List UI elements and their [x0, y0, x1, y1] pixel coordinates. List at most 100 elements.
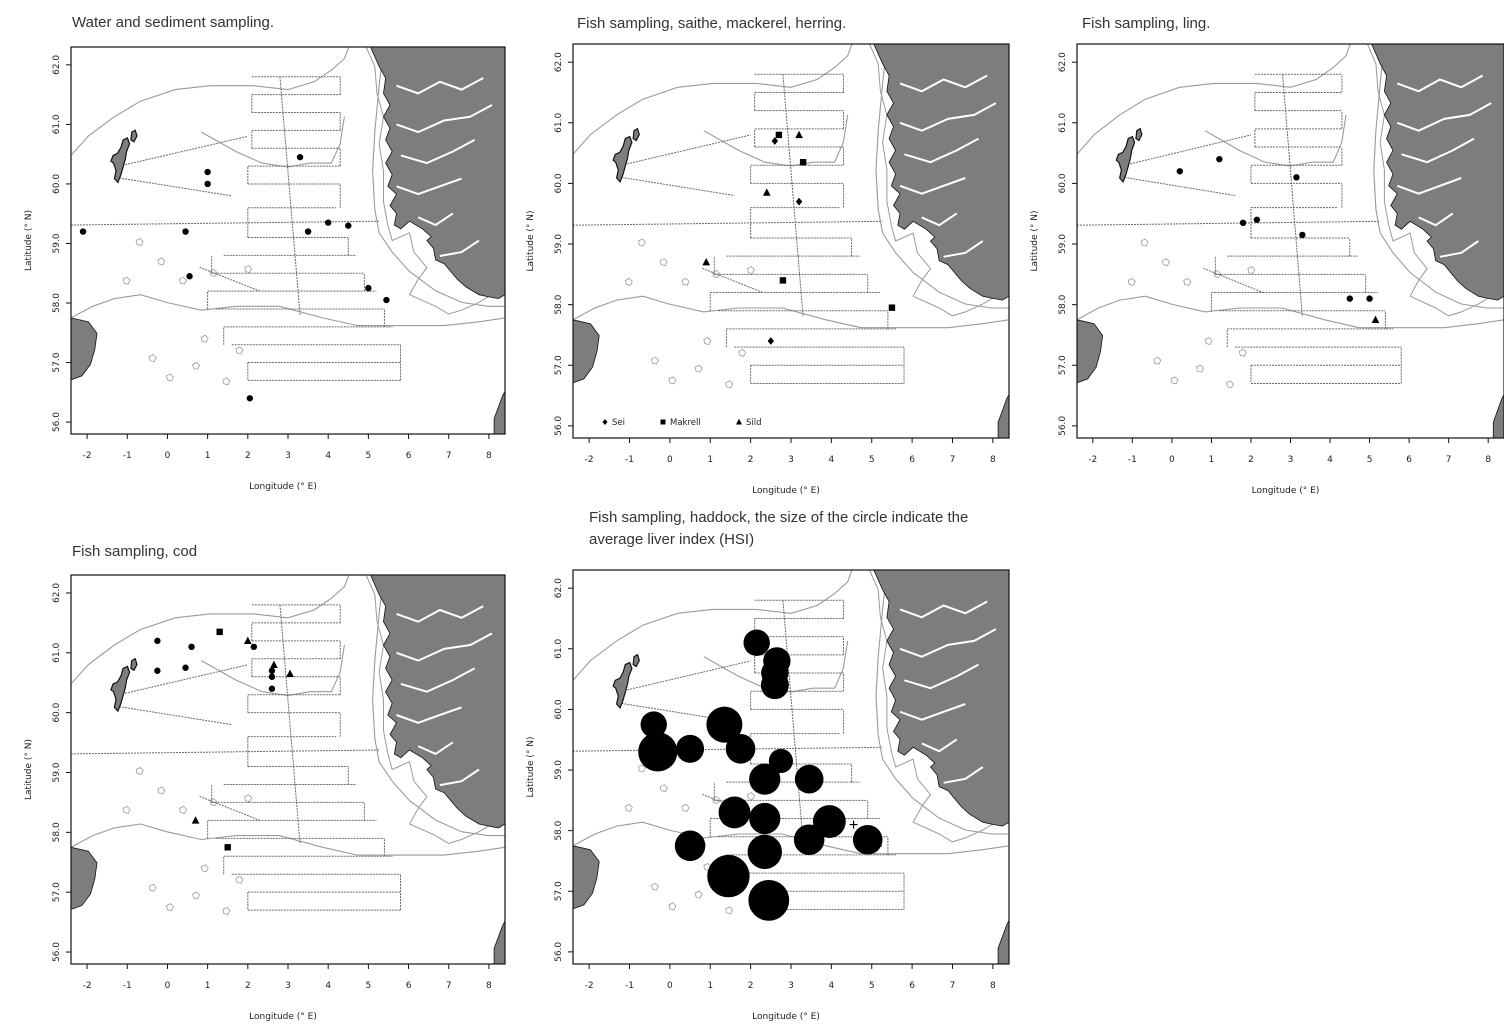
fjord — [899, 74, 988, 93]
legend-label: Makrell — [670, 418, 701, 428]
sample-marker-circle — [365, 284, 372, 292]
seabed-contour — [122, 276, 131, 285]
x-tick-label: 3 — [788, 455, 794, 465]
hsi-circle — [794, 764, 824, 794]
x-tick-label: 0 — [667, 981, 673, 991]
survey-track — [199, 795, 261, 821]
hsi-circle — [749, 802, 781, 835]
fjord — [943, 766, 984, 784]
x-tick-label: -1 — [625, 455, 634, 465]
land-shetland — [632, 653, 640, 668]
hsi-circle — [725, 734, 756, 764]
x-tick-label: 6 — [909, 981, 915, 991]
y-axis-label: Latitude (° N) — [24, 739, 34, 800]
fjord — [899, 177, 966, 195]
fjord — [1396, 74, 1484, 93]
y-tick-label: 57.0 — [52, 882, 62, 902]
x-tick-label: 6 — [909, 455, 915, 465]
land-norway — [1371, 44, 1504, 301]
x-axis-label: Longitude (° E) — [752, 1012, 820, 1022]
depth-contour — [869, 570, 1009, 964]
x-tick-label: 4 — [325, 981, 331, 991]
fjord — [396, 77, 484, 95]
sample-marker-circle — [1216, 155, 1223, 163]
fjord — [417, 741, 454, 756]
seabed-contour — [703, 337, 712, 345]
sample-marker-circle — [1239, 219, 1247, 227]
y-tick-label: 62.0 — [52, 583, 62, 603]
x-axis-label: Longitude (° E) — [249, 1012, 317, 1022]
y-tick-label: 60.0 — [554, 699, 564, 719]
sample-marker-square — [775, 131, 783, 139]
sample-marker-circle — [79, 228, 87, 235]
sample-marker-circle — [383, 296, 390, 304]
y-tick-label: 58.0 — [554, 294, 564, 314]
depth-contour — [573, 821, 1009, 855]
fjord — [439, 768, 480, 787]
land-norway — [873, 570, 1009, 827]
fjord — [396, 632, 493, 662]
seabed-contour — [659, 258, 668, 267]
panel-title-saithe-mackerel-herring: Fish sampling, saithe, mackerel, herring… — [577, 15, 847, 32]
panel-title-ling: Fish sampling, ling. — [1082, 15, 1211, 32]
x-tick-label: 7 — [950, 455, 956, 465]
land-shetland — [110, 665, 131, 713]
x-tick-label: 3 — [285, 451, 291, 461]
x-tick-label: 4 — [829, 455, 835, 465]
land-denmark — [1492, 394, 1504, 438]
x-tick-label: 1 — [707, 455, 713, 465]
fjord — [899, 703, 966, 721]
depth-contour — [573, 295, 1009, 329]
depth-contour — [573, 44, 853, 155]
seabed-contour — [681, 803, 690, 812]
land-norway — [370, 575, 505, 829]
sample-marker-diamond — [767, 337, 775, 345]
survey-track — [782, 600, 804, 843]
y-tick-label: 60.0 — [52, 702, 62, 722]
y-axis-label: Latitude (° N) — [526, 210, 536, 271]
seabed-contour — [1213, 270, 1222, 278]
land-norway — [873, 44, 1009, 301]
depth-contour — [71, 575, 350, 685]
map-layer — [573, 44, 1009, 438]
survey-track — [701, 267, 763, 293]
land-shetland — [130, 129, 138, 143]
land-scotland — [573, 319, 600, 384]
y-tick-label: 58.0 — [554, 820, 564, 840]
seabed-contour — [157, 257, 166, 266]
y-tick-label: 60.0 — [554, 173, 564, 193]
depth-contour — [1366, 44, 1504, 438]
sample-marker-square — [799, 159, 807, 166]
survey-track — [621, 660, 751, 692]
seabed-contour — [746, 266, 755, 275]
hsi-circle — [768, 748, 793, 774]
y-axis-label: Latitude (° N) — [1030, 210, 1040, 271]
x-tick-label: -2 — [83, 451, 92, 461]
x-tick-label: 2 — [748, 981, 754, 991]
fjord — [1396, 177, 1462, 195]
map-layer — [71, 47, 505, 434]
x-tick-label: 0 — [165, 981, 171, 991]
y-tick-label: 62.0 — [1058, 52, 1068, 72]
y-tick-label: 59.0 — [1058, 234, 1068, 254]
x-tick-label: -2 — [585, 455, 594, 465]
seabed-contour — [1238, 348, 1247, 357]
x-tick-label: 5 — [869, 981, 875, 991]
x-tick-label: 3 — [1288, 455, 1294, 465]
seabed-contour — [244, 265, 253, 274]
depth-contour — [1373, 44, 1504, 309]
x-tick-label: 1 — [205, 451, 211, 461]
seabed-contour — [235, 346, 244, 355]
y-tick-label: 57.0 — [52, 352, 62, 372]
seabed-contour — [624, 803, 633, 812]
y-tick-label: 62.0 — [554, 52, 564, 72]
y-tick-label: 62.0 — [554, 578, 564, 598]
y-tick-label: 59.0 — [554, 234, 564, 254]
fjord — [1401, 137, 1475, 164]
x-tick-label: 2 — [1248, 455, 1254, 465]
land-denmark — [997, 919, 1009, 964]
map-panel-haddock: -2 -1 0 1 2 3 4 5 6 7 8 56.0 57.0 58.0 59.0 60.0 61.0 62.… — [526, 569, 1010, 1022]
y-tick-label: 57.0 — [1058, 355, 1068, 375]
hsi-circle — [748, 879, 790, 921]
sample-marker-circle — [1299, 231, 1306, 239]
